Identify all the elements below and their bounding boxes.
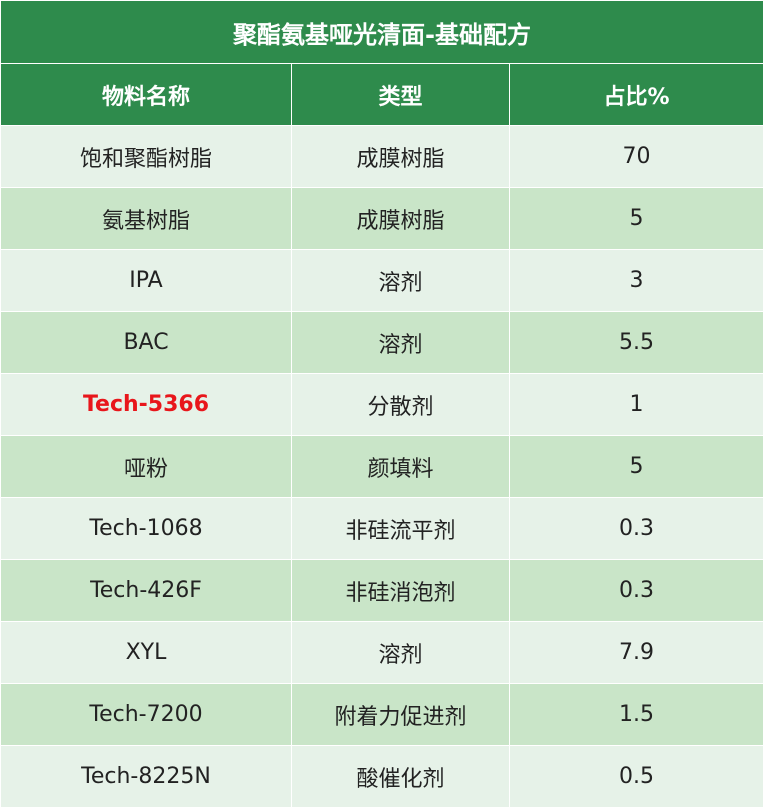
header-row: 物料名称 类型 占比% <box>1 64 763 126</box>
material-type-cell: 非硅消泡剂 <box>292 560 510 622</box>
material-name-cell-highlighted: Tech-5366 <box>1 374 292 436</box>
table-row: Tech-8225N 酸催化剂 0.5 <box>1 746 763 808</box>
material-ratio-cell: 1.5 <box>510 684 763 746</box>
material-type-cell: 溶剂 <box>292 622 510 684</box>
material-type-cell: 成膜树脂 <box>292 188 510 250</box>
material-ratio-cell: 0.3 <box>510 498 763 560</box>
material-ratio-cell: 0.3 <box>510 560 763 622</box>
material-name-cell: 氨基树脂 <box>1 188 292 250</box>
column-header-name: 物料名称 <box>1 64 292 126</box>
table-row: 哑粉 颜填料 5 <box>1 436 763 498</box>
material-name-cell: Tech-426F <box>1 560 292 622</box>
table-row: Tech-1068 非硅流平剂 0.3 <box>1 498 763 560</box>
material-ratio-cell: 5 <box>510 436 763 498</box>
material-type-cell: 附着力促进剂 <box>292 684 510 746</box>
material-type-cell: 成膜树脂 <box>292 126 510 188</box>
material-name-cell: Tech-1068 <box>1 498 292 560</box>
material-type-cell: 酸催化剂 <box>292 746 510 808</box>
title-row: 聚酯氨基哑光清面-基础配方 <box>1 1 763 64</box>
column-header-type: 类型 <box>292 64 510 126</box>
table-row: BAC 溶剂 5.5 <box>1 312 763 374</box>
material-ratio-cell: 70 <box>510 126 763 188</box>
material-type-cell: 颜填料 <box>292 436 510 498</box>
material-name-cell: Tech-8225N <box>1 746 292 808</box>
table-row: Tech-7200 附着力促进剂 1.5 <box>1 684 763 746</box>
table-row-highlighted: Tech-5366 分散剂 1 <box>1 374 763 436</box>
table-row: 饱和聚酯树脂 成膜树脂 70 <box>1 126 763 188</box>
column-header-ratio: 占比% <box>510 64 763 126</box>
table-title: 聚酯氨基哑光清面-基础配方 <box>1 1 763 64</box>
table-row: IPA 溶剂 3 <box>1 250 763 312</box>
material-name-cell: IPA <box>1 250 292 312</box>
material-type-cell: 分散剂 <box>292 374 510 436</box>
material-name-cell: BAC <box>1 312 292 374</box>
material-ratio-cell: 5 <box>510 188 763 250</box>
table-row: XYL 溶剂 7.9 <box>1 622 763 684</box>
table-row: Tech-426F 非硅消泡剂 0.3 <box>1 560 763 622</box>
table-row: 氨基树脂 成膜树脂 5 <box>1 188 763 250</box>
material-name-cell: XYL <box>1 622 292 684</box>
material-type-cell: 溶剂 <box>292 312 510 374</box>
material-type-cell: 溶剂 <box>292 250 510 312</box>
material-name-cell: 哑粉 <box>1 436 292 498</box>
material-ratio-cell: 7.9 <box>510 622 763 684</box>
material-type-cell: 非硅流平剂 <box>292 498 510 560</box>
material-ratio-cell: 5.5 <box>510 312 763 374</box>
material-name-cell: 饱和聚酯树脂 <box>1 126 292 188</box>
material-ratio-cell: 0.5 <box>510 746 763 808</box>
material-ratio-cell: 1 <box>510 374 763 436</box>
material-name-cell: Tech-7200 <box>1 684 292 746</box>
material-ratio-cell: 3 <box>510 250 763 312</box>
